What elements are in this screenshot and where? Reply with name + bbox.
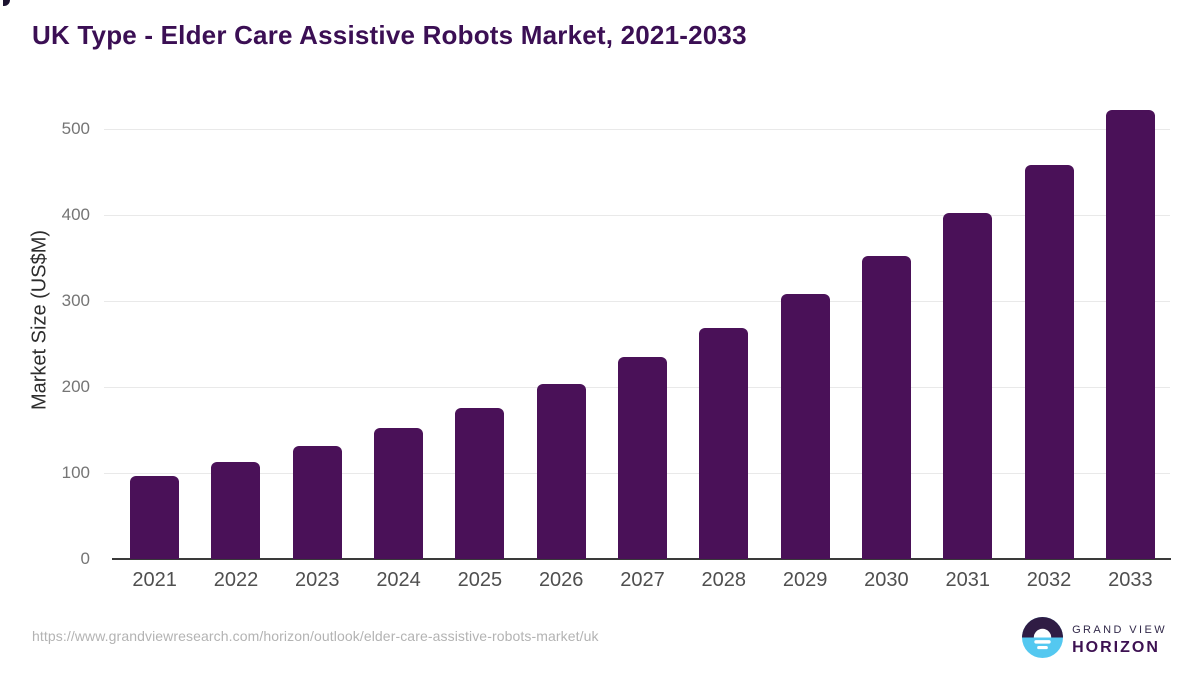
corner-artifact: [3, 0, 10, 6]
y-tick-label-500: 500: [61, 119, 90, 139]
gridline-300: [104, 300, 1170, 302]
y-tick-label-300: 300: [61, 291, 90, 311]
x-tick-label-2032: 2032: [1026, 569, 1072, 591]
x-tick-label-2021: 2021: [132, 569, 177, 591]
bar-2021: [130, 475, 180, 559]
x-tick-label-2024: 2024: [376, 569, 421, 591]
grand-view-horizon-logo: GRAND VIEW HORIZON: [1022, 617, 1167, 663]
x-tick-label-2029: 2029: [782, 569, 828, 591]
bar-2030: [861, 255, 911, 559]
bar-2031: [943, 213, 993, 559]
bar-2032: [1024, 165, 1074, 559]
bar-2033: [1105, 110, 1155, 559]
x-tick-label-2031: 2031: [945, 569, 990, 591]
chart-title: UK Type - Elder Care Assistive Robots Ma…: [32, 20, 747, 50]
x-tick-label-2023: 2023: [295, 569, 340, 591]
x-tick-label-2027: 2027: [620, 569, 665, 591]
logo-line-horizon: HORIZON: [1072, 638, 1160, 656]
x-axis-line: [112, 558, 1171, 560]
y-tick-label-400: 400: [61, 205, 90, 225]
chart-area: Market Size (US$M) 0 100 200 300 400 500 2021…: [0, 100, 1200, 600]
logo-line-grand-view: GRAND VIEW: [1072, 623, 1167, 636]
y-tick-label-100: 100: [61, 463, 90, 483]
gridline-500: [104, 128, 1170, 130]
x-tick-label-2030: 2030: [864, 569, 909, 591]
bar-2028: [699, 327, 749, 559]
plot-area: 2021 2022 2023 2024 2025 2026 2027 2028 2029 2030…: [104, 100, 1171, 591]
gridline-400: [104, 214, 1170, 216]
x-tick-label-2026: 2026: [538, 569, 584, 591]
y-axis-tick-labels: 0 100 200 300 400 500: [0, 100, 104, 568]
x-tick-label-2033: 2033: [1108, 569, 1153, 591]
x-tick-label-2025: 2025: [457, 569, 503, 591]
y-tick-label-200: 200: [61, 377, 90, 397]
bar-2026: [536, 383, 586, 559]
bar-2025: [455, 407, 505, 559]
source-url: https://www.grandviewresearch.com/horizo…: [32, 628, 599, 644]
bar-2029: [780, 294, 830, 559]
x-tick-label-2028: 2028: [701, 569, 747, 591]
y-tick-label-0: 0: [80, 549, 90, 568]
bar-2023: [292, 445, 342, 559]
bar-2022: [211, 461, 261, 559]
bar-2027: [618, 357, 667, 559]
x-tick-label-2022: 2022: [213, 569, 259, 591]
bar-2024: [374, 428, 424, 559]
logo-text: GRAND VIEW HORIZON: [1072, 624, 1167, 657]
sunrise-circle-icon: [1022, 617, 1064, 663]
